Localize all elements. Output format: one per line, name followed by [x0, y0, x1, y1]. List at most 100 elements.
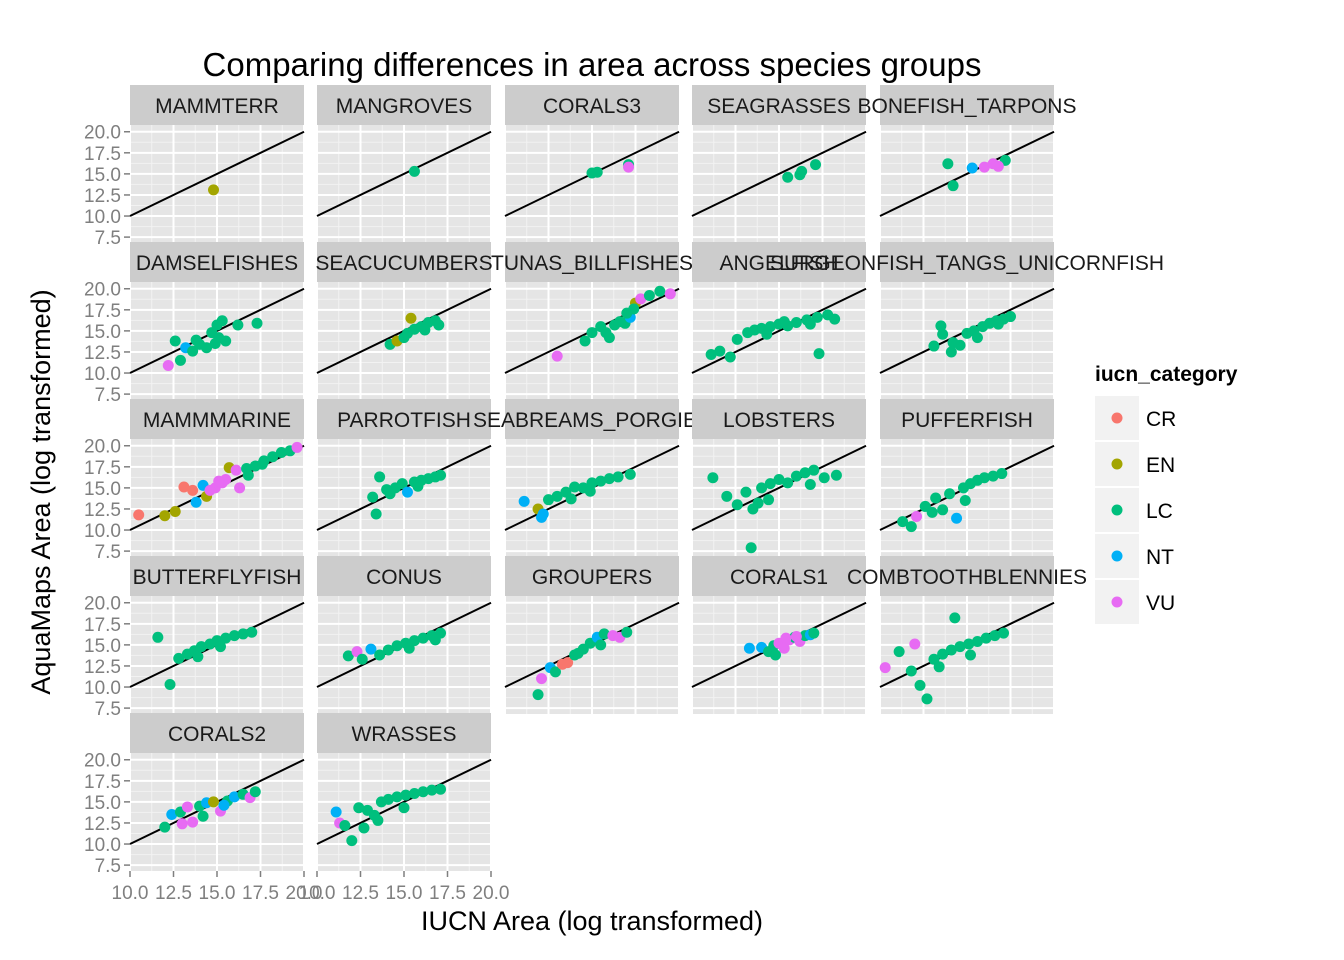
data-point: [804, 318, 816, 330]
facet-strip: [317, 399, 491, 439]
y-tick-label: 17.5: [84, 144, 121, 165]
data-point: [909, 638, 921, 650]
facet-strip: [692, 242, 866, 282]
y-tick-label: 7.5: [95, 542, 121, 563]
data-point: [731, 333, 743, 345]
data-point: [937, 648, 949, 660]
data-point: [201, 342, 213, 354]
data-point: [954, 641, 966, 653]
y-tick-label: 7.5: [95, 228, 121, 249]
data-point: [614, 316, 626, 328]
data-point: [959, 495, 971, 507]
data-point: [543, 494, 554, 506]
facet-strip-label: SEAGRASSES: [707, 95, 851, 118]
data-point: [782, 171, 794, 183]
facet-strip: [505, 399, 679, 439]
data-point: [358, 822, 370, 834]
data-point: [654, 285, 666, 297]
data-point: [935, 320, 947, 332]
data-point: [353, 802, 365, 814]
data-point: [804, 479, 816, 491]
facet-strip-label: GROUPERS: [532, 566, 652, 589]
x-tick-label: 15.0: [199, 883, 236, 904]
data-point: [401, 486, 413, 498]
data-point: [181, 801, 193, 813]
facet-strip: [692, 399, 866, 439]
legend-label: CR: [1146, 408, 1176, 431]
data-point: [778, 316, 790, 328]
data-point: [897, 516, 909, 528]
data-point: [256, 458, 268, 470]
data-point: [942, 158, 954, 170]
data-point: [612, 471, 624, 483]
facet-strip: [130, 399, 304, 439]
data-point: [937, 328, 949, 340]
data-point: [600, 327, 612, 339]
facet-strip-label: CORALS2: [168, 723, 266, 746]
x-tick-label: 12.5: [155, 883, 192, 904]
data-point: [980, 632, 992, 644]
data-point: [998, 627, 1010, 639]
y-tick-label: 7.5: [95, 699, 121, 720]
data-point: [635, 293, 647, 305]
facet-panel: ANGELFISH: [691, 242, 867, 400]
facet-panel: SEABREAMS_PORGIES: [473, 399, 711, 557]
data-point: [978, 472, 990, 484]
facet-strip-label: BONEFISH_TARPONS: [858, 95, 1077, 118]
data-point: [947, 180, 959, 192]
data-point: [989, 630, 1001, 642]
data-point: [232, 319, 244, 331]
facet-strip: [317, 556, 491, 596]
data-point: [159, 510, 171, 522]
data-point: [893, 646, 905, 658]
data-point: [417, 786, 429, 798]
facet-strip-label: MAMMTERR: [155, 95, 279, 118]
y-axis-label: AquaMaps Area (log transformed): [26, 289, 56, 694]
facet-panel: MANGROVES: [316, 85, 492, 243]
legend-swatch: [1111, 504, 1123, 516]
data-point: [204, 484, 216, 496]
data-point: [790, 470, 802, 482]
y-tick-label: 10.0: [84, 207, 121, 228]
data-point: [944, 488, 956, 500]
data-point: [187, 345, 199, 357]
facet-panel: BONEFISH_TARPONS: [858, 85, 1077, 243]
data-point: [971, 332, 983, 344]
data-point: [964, 649, 976, 661]
y-tick-label: 17.5: [84, 772, 121, 793]
y-tick-label: 15.0: [84, 479, 121, 500]
facet-strip-label: PUFFERFISH: [901, 409, 1033, 432]
data-point: [992, 160, 1004, 172]
data-point: [945, 346, 957, 358]
reference-line: [691, 130, 867, 217]
data-point: [921, 693, 933, 705]
y-tick-label: 12.5: [84, 657, 121, 678]
y-tick-label: 20.0: [84, 437, 121, 458]
data-point: [562, 657, 574, 669]
legend-swatch: [1111, 550, 1123, 562]
data-point: [879, 662, 891, 674]
shared-axes: 7.510.012.515.017.520.07.510.012.515.017…: [84, 123, 509, 904]
facet-strip: [130, 85, 304, 125]
data-point: [628, 303, 640, 315]
y-tick-label: 20.0: [84, 280, 121, 301]
y-tick-label: 15.0: [84, 793, 121, 814]
facet-panel: CORALS1: [691, 556, 867, 714]
data-point: [426, 784, 438, 796]
facet-strip: [880, 399, 1054, 439]
data-point: [237, 628, 249, 640]
data-point: [808, 627, 820, 639]
data-point: [584, 485, 596, 497]
data-point: [911, 511, 923, 523]
data-point: [391, 640, 403, 652]
data-point: [595, 639, 607, 651]
data-point: [178, 481, 190, 493]
data-point: [572, 647, 584, 659]
data-point: [987, 470, 999, 482]
facet-strip-label: ANGELFISH: [719, 252, 838, 275]
facet-panel: CORALS3: [504, 85, 680, 243]
data-point: [761, 328, 773, 340]
data-point: [396, 478, 408, 490]
y-tick-label: 12.5: [84, 186, 121, 207]
facet-panel: SURGEONFISH_TANGS_UNICORNFISH: [770, 242, 1164, 400]
